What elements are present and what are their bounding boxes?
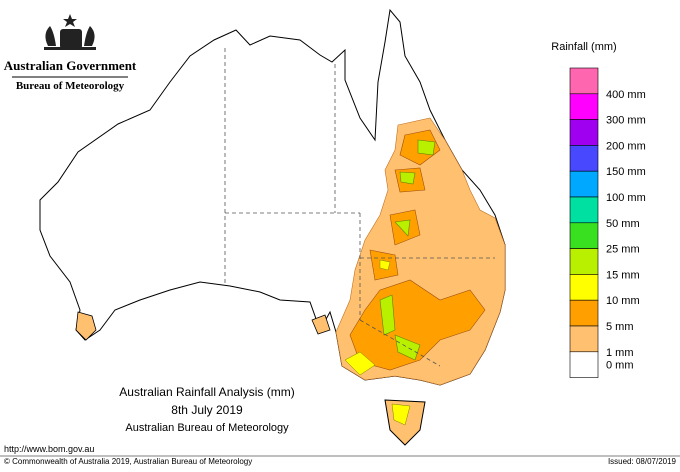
legend-swatch [569, 170, 599, 198]
legend-label: 150 mm [606, 166, 646, 178]
legend-label: 300 mm [606, 115, 646, 127]
legend-swatch [569, 67, 599, 95]
rain-10mm [344, 259, 391, 376]
legend-swatch [569, 325, 599, 353]
legend-label: 100 mm [606, 192, 646, 204]
issued: Issued: 08/07/2019 [608, 457, 677, 466]
map-title: Australian Rainfall Analysis (mm) [119, 385, 294, 399]
map [39, 8, 506, 446]
legend-swatch [569, 145, 599, 172]
legend-label: 10 mm [606, 295, 640, 307]
legend-label: 0 mm [606, 360, 634, 372]
map-date: 8th July 2019 [171, 403, 243, 417]
rain-sa [311, 314, 331, 335]
legend-label: 400 mm [606, 89, 646, 101]
legend-label: 1 mm [606, 347, 634, 359]
legend-swatch [569, 196, 599, 224]
legend-label: 15 mm [606, 269, 640, 281]
government-name: Australian Government [4, 58, 137, 73]
legend: 400 mm 300 mm 200 mm 150 mm 100 mm 50 mm 25 mm… [569, 67, 646, 378]
copyright: © Commonwealth of Australia 2019, Austra… [4, 457, 252, 466]
legend-swatch [569, 248, 599, 275]
map-source: Australian Bureau of Meteorology [125, 422, 289, 434]
legend-swatch [569, 222, 599, 249]
agency-name: Bureau of Meteorology [16, 80, 125, 92]
legend-swatch [569, 299, 599, 327]
emblem [44, 14, 96, 50]
legend-swatch [569, 274, 599, 301]
state-borders [224, 48, 495, 367]
legend-swatch [569, 351, 599, 378]
legend-label: 50 mm [606, 218, 640, 230]
rain-sw [75, 311, 97, 341]
legend-label: 25 mm [606, 244, 640, 256]
legend-label: 5 mm [606, 321, 634, 333]
legend-label: 200 mm [606, 140, 646, 152]
legend-swatch [569, 93, 599, 120]
legend-swatch [569, 119, 599, 146]
rain-15mm [379, 139, 436, 361]
legend-title: Rainfall (mm) [551, 41, 616, 53]
url[interactable]: http://www.bom.gov.au [4, 444, 94, 454]
rain-tas [391, 403, 411, 426]
